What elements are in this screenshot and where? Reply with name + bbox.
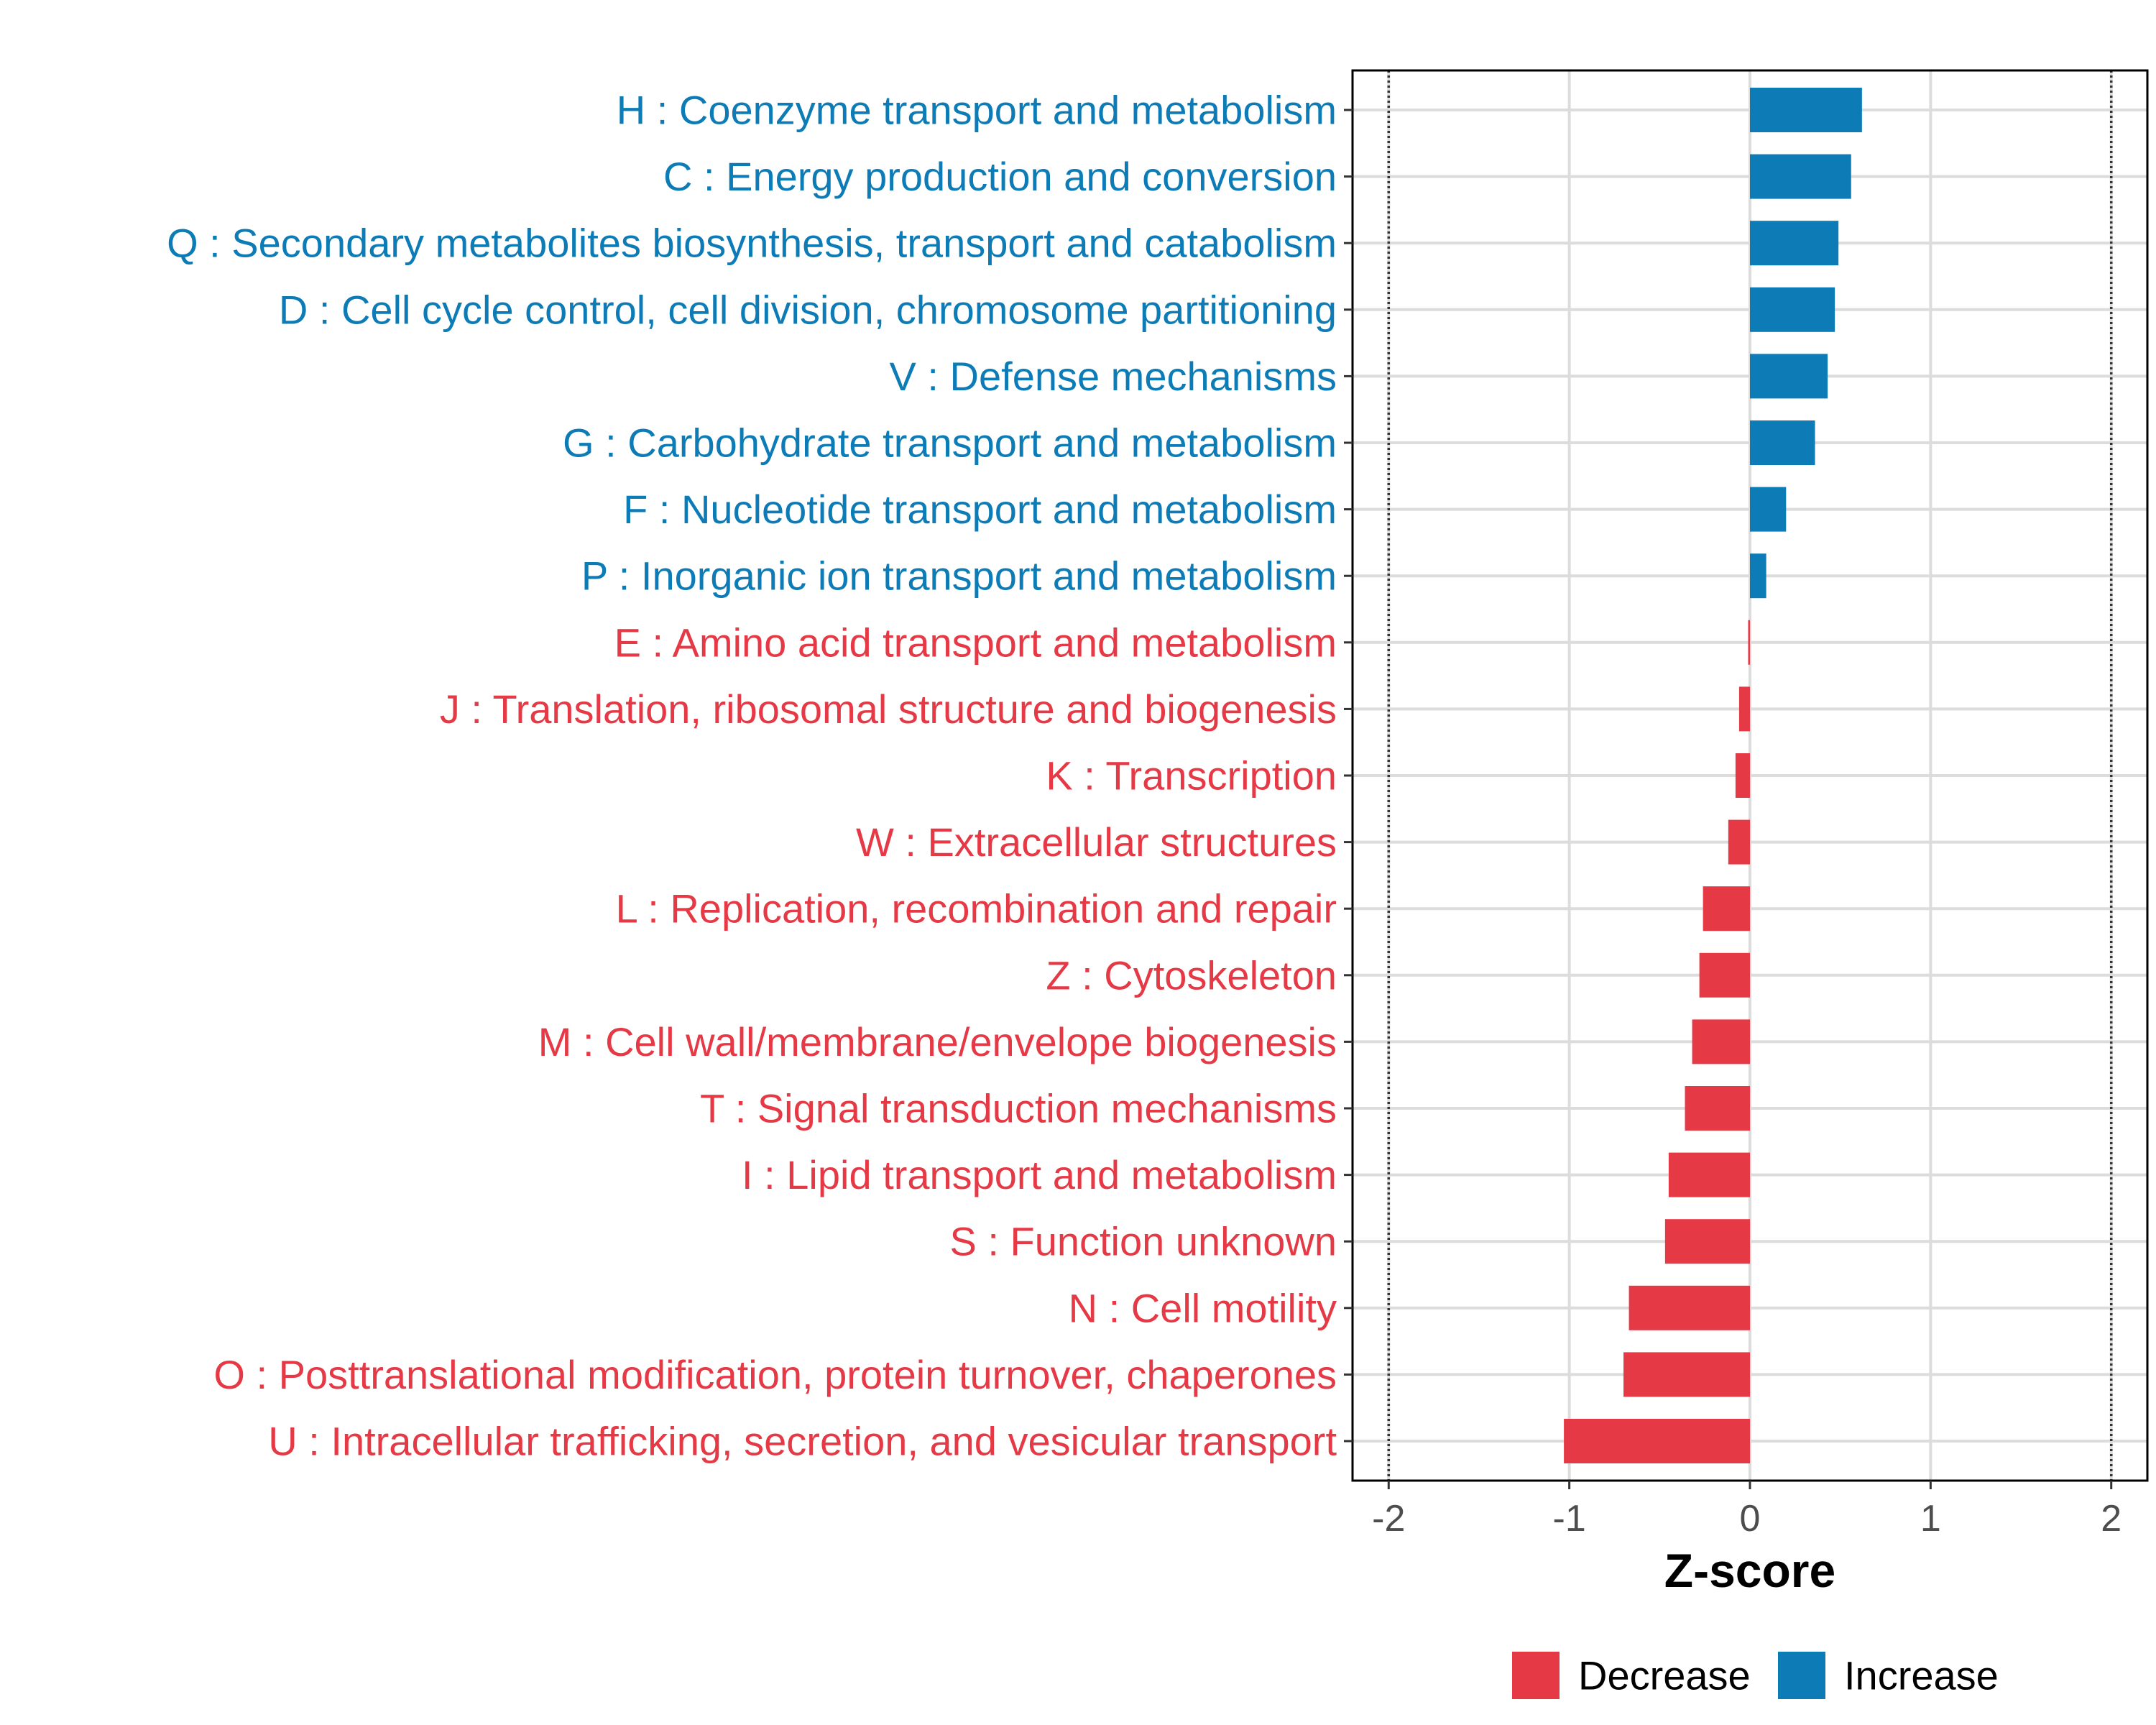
category-label-12: L : Replication, recombination and repai…: [616, 886, 1337, 932]
bar-19: [1623, 1352, 1750, 1397]
bar-6: [1750, 487, 1787, 532]
category-label-11: W : Extracellular structures: [856, 819, 1337, 865]
x-axis-ticks: [1387, 1481, 2113, 1489]
category-label-16: I : Lipid transport and metabolism: [742, 1152, 1337, 1197]
category-label-3: D : Cell cycle control, cell division, c…: [279, 287, 1337, 332]
bar-18: [1628, 1285, 1750, 1330]
x-tick-labels: -2 -1 0 1 2: [1372, 1498, 2122, 1540]
x-tick-label-1: -1: [1553, 1498, 1586, 1540]
legend-label-decrease: Decrease: [1578, 1653, 1751, 1698]
bar-8: [1748, 620, 1750, 665]
category-label-15: T : Signal transduction mechanisms: [700, 1086, 1337, 1131]
bar-10: [1735, 753, 1750, 798]
category-label-17: S : Function unknown: [949, 1219, 1337, 1264]
bar-5: [1750, 420, 1815, 465]
bar-9: [1738, 686, 1750, 732]
bar-14: [1692, 1019, 1750, 1064]
legend-key-increase: [1778, 1652, 1825, 1699]
category-label-2: Q : Secondary metabolites biosynthesis, …: [167, 221, 1337, 266]
category-label-6: F : Nucleotide transport and metabolism: [623, 487, 1337, 532]
bar-2: [1750, 221, 1839, 266]
category-label-9: J : Translation, ribosomal structure and…: [440, 686, 1337, 732]
category-label-18: N : Cell motility: [1069, 1285, 1337, 1330]
y-axis-ticks: [1344, 109, 1353, 1443]
category-label-13: Z : Cytoskeleton: [1046, 952, 1337, 998]
x-tick-label-0: -2: [1372, 1498, 1405, 1540]
category-label-10: K : Transcription: [1046, 753, 1337, 799]
bar-7: [1750, 553, 1766, 599]
bars: [1564, 88, 1862, 1463]
bar-4: [1750, 354, 1828, 399]
x-tick-label-2: 0: [1740, 1498, 1761, 1540]
category-label-14: M : Cell wall/membrane/envelope biogenes…: [538, 1019, 1337, 1064]
category-label-8: E : Amino acid transport and metabolism: [614, 620, 1337, 665]
category-label-4: V : Defense mechanisms: [890, 354, 1337, 399]
x-axis-title: Z-score: [1664, 1544, 1835, 1597]
x-tick-label-3: 1: [1920, 1498, 1941, 1540]
category-label-1: C : Energy production and conversion: [663, 154, 1337, 199]
category-labels: H : Coenzyme transport and metabolism C :…: [167, 88, 1337, 1464]
category-label-0: H : Coenzyme transport and metabolism: [617, 88, 1337, 133]
bar-1: [1750, 154, 1851, 199]
category-label-7: P : Inorganic ion transport and metaboli…: [581, 553, 1337, 599]
category-label-5: G : Carbohydrate transport and metabolis…: [563, 420, 1337, 466]
legend: Decrease Increase: [1512, 1652, 1999, 1699]
bar-20: [1564, 1419, 1750, 1463]
bar-3: [1750, 287, 1835, 332]
bar-16: [1668, 1152, 1750, 1197]
bar-0: [1750, 88, 1862, 132]
bar-11: [1728, 819, 1750, 865]
bar-13: [1699, 952, 1750, 998]
legend-key-decrease: [1512, 1652, 1560, 1699]
category-label-20: U : Intracellular trafficking, secretion…: [268, 1419, 1337, 1464]
legend-label-increase: Increase: [1844, 1653, 1999, 1698]
reference-lines: [1387, 70, 2113, 1481]
bar-12: [1703, 886, 1750, 932]
category-label-19: O : Posttranslational modification, prot…: [213, 1352, 1337, 1397]
bar-15: [1685, 1086, 1750, 1131]
bar-17: [1664, 1219, 1750, 1264]
x-tick-label-4: 2: [2101, 1498, 2122, 1540]
